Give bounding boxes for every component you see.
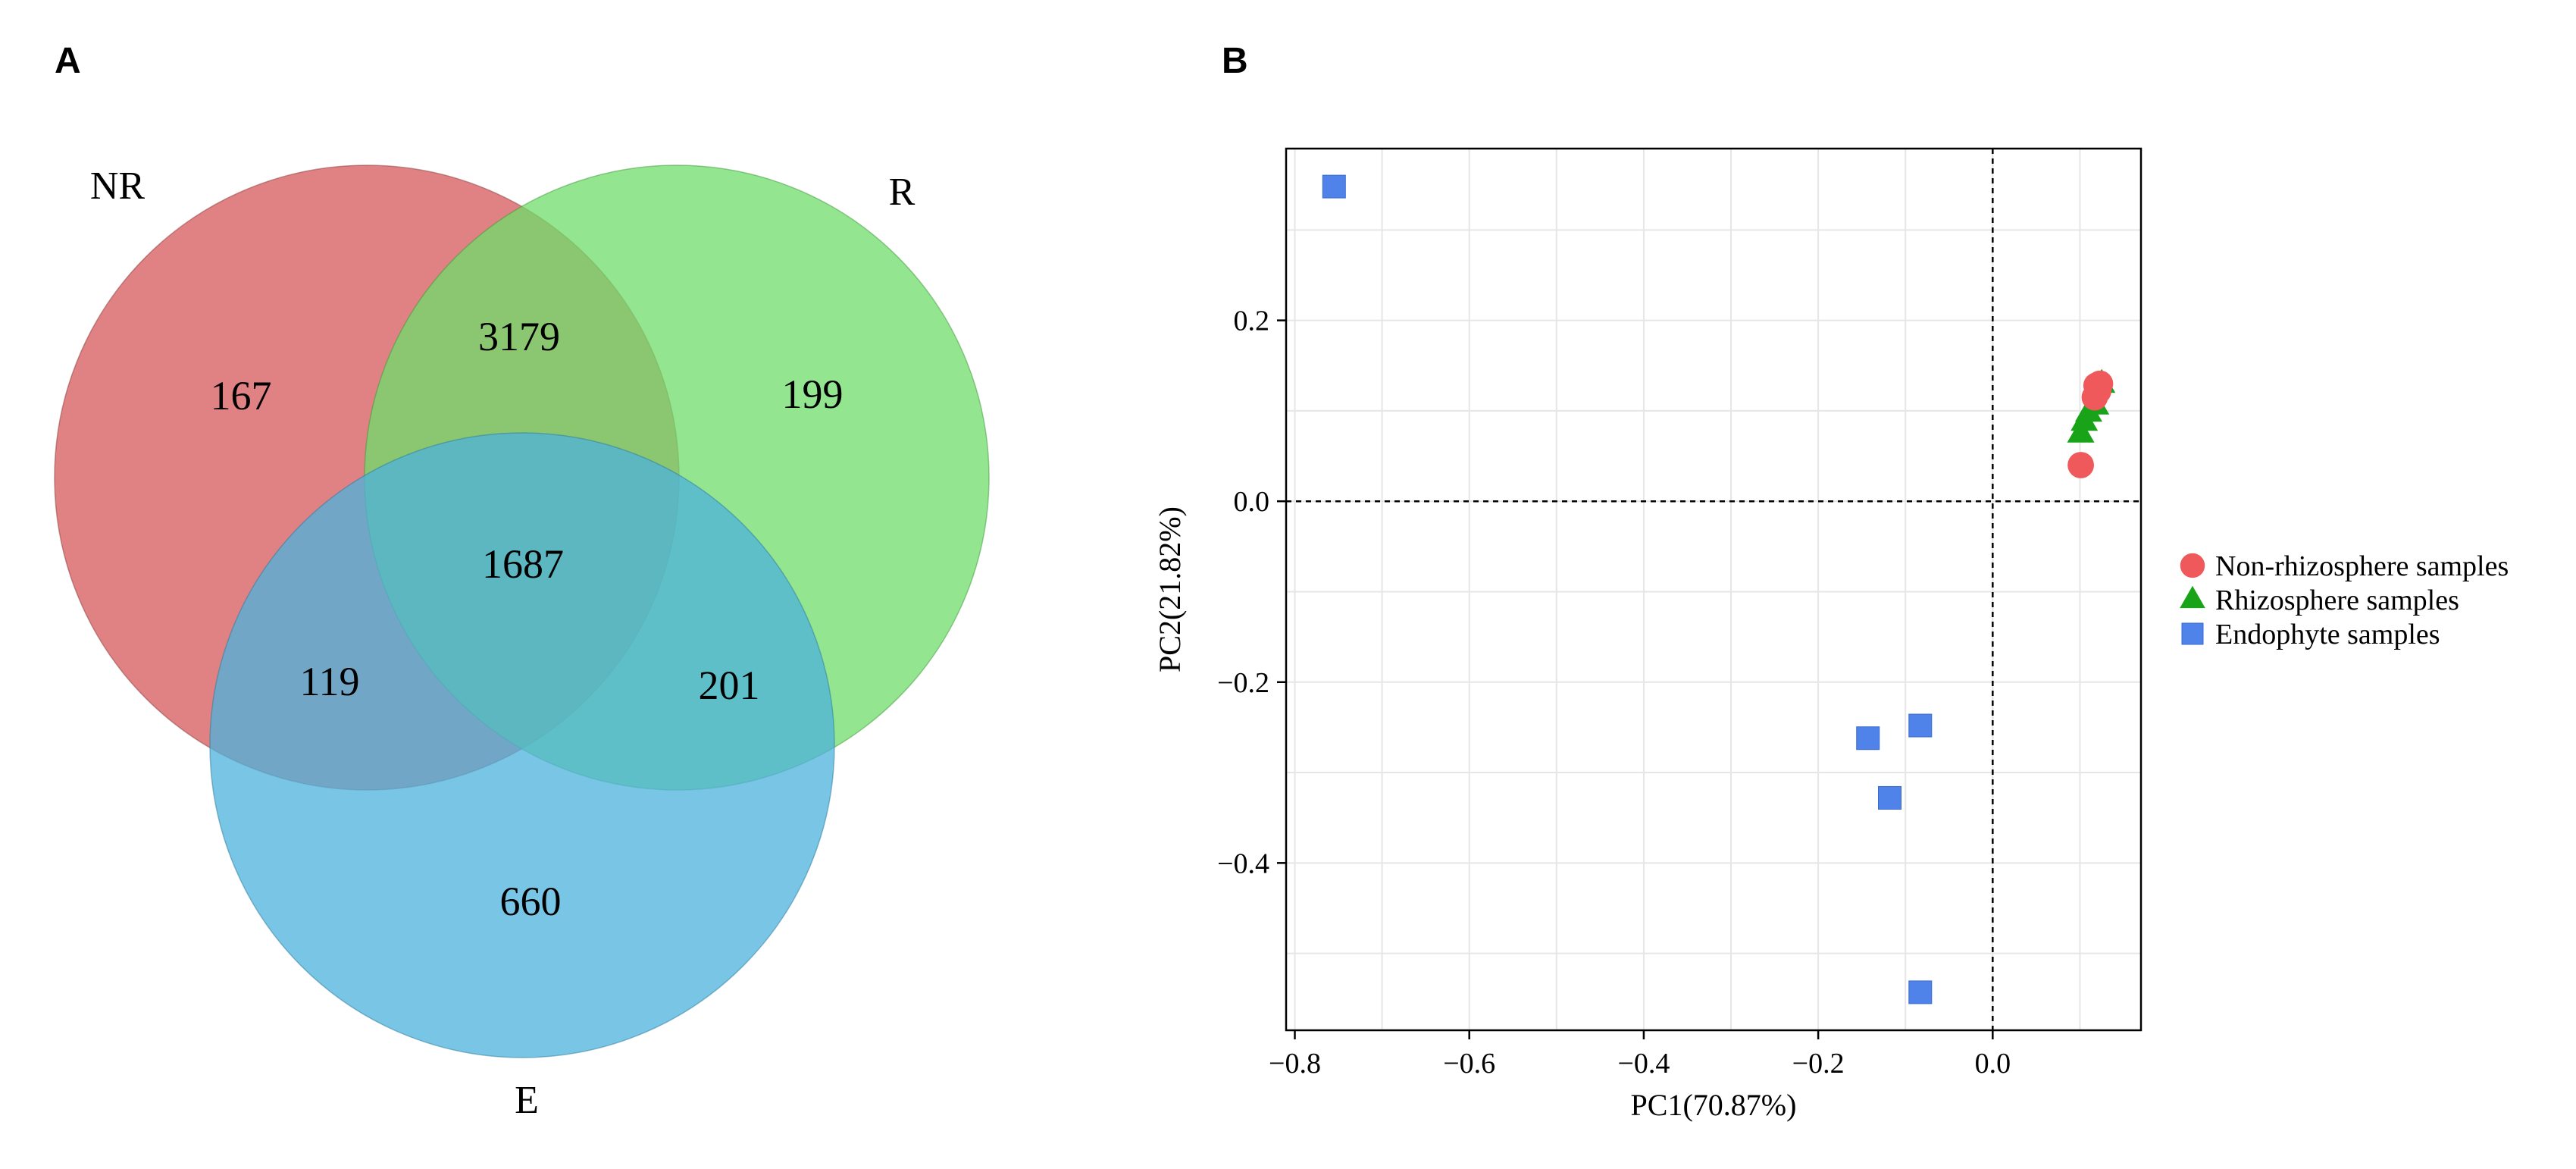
venn-count-nr-r-e: 1687 [482, 541, 564, 587]
legend-marker-square [2181, 622, 2204, 645]
x-tick-label: −0.2 [1792, 1048, 1845, 1080]
legend-label: Endophyte samples [2215, 619, 2440, 650]
x-tick-label: −0.4 [1617, 1048, 1670, 1080]
data-point-square [1908, 713, 1933, 738]
y-tick-label: −0.2 [1217, 667, 1269, 699]
venn-diagram: NR R E 167 3179 199 1687 119 201 660 [54, 165, 990, 1122]
legend-label: Rhizosphere samples [2215, 584, 2459, 616]
venn-count-nr-r: 3179 [478, 314, 560, 359]
venn-label-nr: NR [90, 165, 146, 208]
x-tick-label: −0.6 [1443, 1048, 1495, 1080]
venn-count-nr-only: 167 [211, 373, 272, 418]
x-tick-label: 0.0 [1975, 1048, 2011, 1080]
panel-letter-b: B [1222, 41, 1248, 81]
y-tick-label: −0.4 [1217, 848, 1269, 879]
axis-ticks: −0.8 −0.6 −0.4 −0.2 0.0 −0.4 −0.2 0.0 0.2 [1217, 306, 2011, 1080]
legend-label: Non-rhizosphere samples [2215, 550, 2509, 582]
y-axis-title: PC2(21.82%) [1153, 506, 1187, 672]
panel-b: B −0.8 −0.6 −0.4 −0.2 0.0 −0.4 −0.2 0.0 0.2 PC1(… [1153, 41, 2509, 1122]
data-point-square [1322, 174, 1346, 199]
data-point-square [1908, 980, 1933, 1004]
pca-scatter-chart: −0.8 −0.6 −0.4 −0.2 0.0 −0.4 −0.2 0.0 0.2 PC1(70… [1153, 147, 2142, 1122]
legend-marker-triangle [2180, 585, 2205, 609]
legend-marker-circle [2180, 553, 2205, 578]
venn-label-r: R [889, 171, 916, 214]
x-tick-label: −0.8 [1269, 1048, 1321, 1080]
venn-count-nr-e: 119 [300, 659, 360, 704]
venn-count-r-e: 201 [699, 663, 760, 708]
grid-layer [1286, 149, 2141, 1030]
data-point-square [1878, 785, 1902, 810]
reference-lines [1286, 149, 2141, 1030]
data-point-circle [2067, 452, 2094, 478]
venn-circle-e [209, 432, 835, 1058]
panel-a: A NR R E 167 3179 199 1687 119 201 660 [54, 41, 990, 1122]
data-point-circle [2086, 370, 2114, 397]
venn-count-r-only: 199 [782, 371, 844, 417]
data-points [1322, 174, 2116, 1004]
plot-frame [1285, 147, 2142, 1032]
venn-label-e: E [515, 1079, 539, 1122]
x-axis-title: PC1(70.87%) [1631, 1088, 1797, 1122]
data-point-square [1856, 726, 1880, 751]
y-tick-label: 0.2 [1234, 306, 1270, 337]
panel-letter-a: A [55, 41, 81, 81]
y-tick-label: 0.0 [1234, 486, 1270, 518]
venn-count-e-only: 660 [500, 879, 562, 924]
